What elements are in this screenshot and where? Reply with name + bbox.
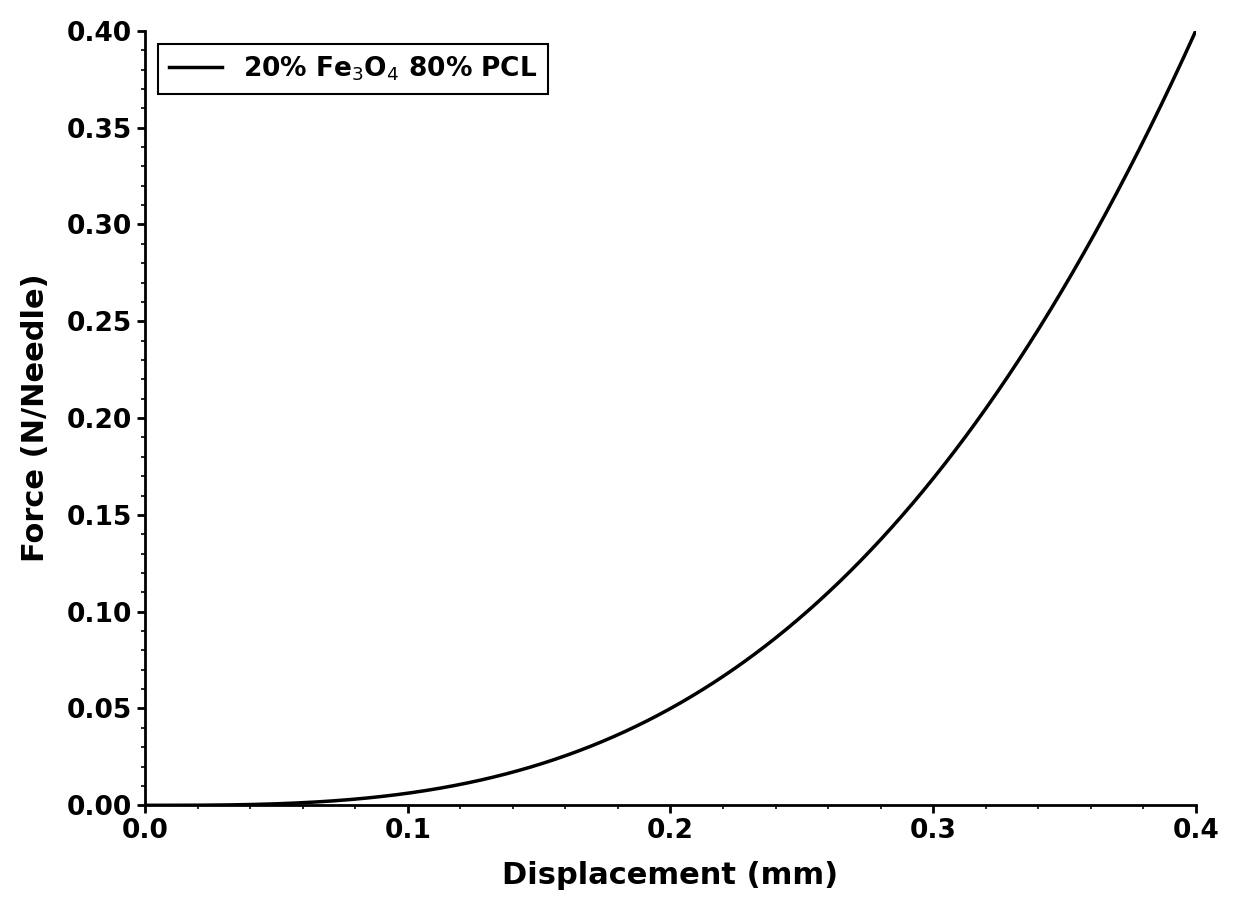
Legend: 20% Fe$_3$O$_4$ 80% PCL: 20% Fe$_3$O$_4$ 80% PCL: [159, 44, 548, 94]
20% Fe$_3$O$_4$ 80% PCL: [649, 711, 663, 722]
20% Fe$_3$O$_4$ 80% PCL: [1158, 91, 1173, 102]
X-axis label: Displacement (mm): Displacement (mm): [502, 861, 838, 890]
20% Fe$_3$O$_4$ 80% PCL: [138, 800, 153, 811]
20% Fe$_3$O$_4$ 80% PCL: [1157, 92, 1172, 103]
20% Fe$_3$O$_4$ 80% PCL: [621, 724, 636, 735]
Y-axis label: Force (N/Needle): Force (N/Needle): [21, 274, 50, 562]
20% Fe$_3$O$_4$ 80% PCL: [965, 422, 980, 433]
20% Fe$_3$O$_4$ 80% PCL: [1188, 26, 1203, 36]
20% Fe$_3$O$_4$ 80% PCL: [191, 800, 206, 811]
Line: 20% Fe$_3$O$_4$ 80% PCL: 20% Fe$_3$O$_4$ 80% PCL: [145, 31, 1195, 805]
